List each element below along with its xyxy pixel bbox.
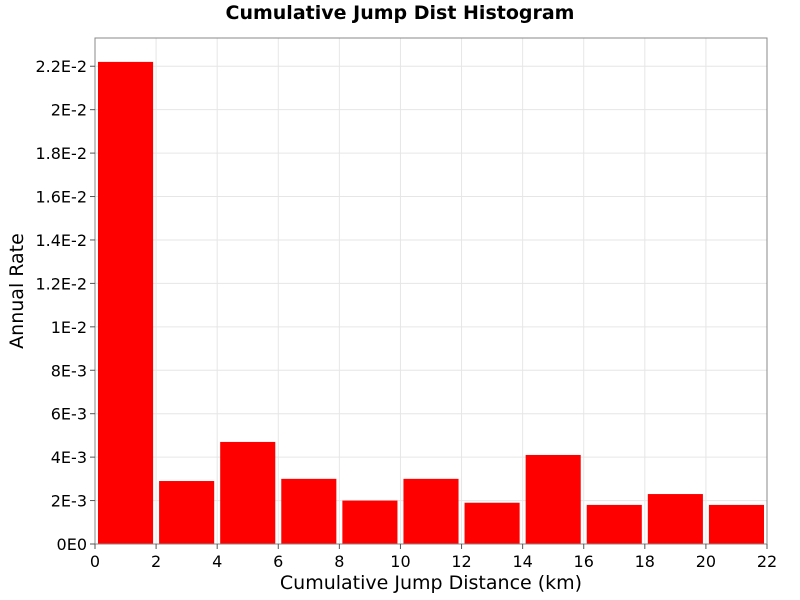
histogram-bar [98,61,154,544]
x-tick-label: 6 [273,552,283,571]
y-tick-label: 1.8E-2 [35,144,87,163]
x-tick-label: 2 [151,552,161,571]
y-tick-label: 1.2E-2 [35,274,87,293]
y-tick-label: 1.4E-2 [35,231,87,250]
plot-border [94,37,768,545]
y-tick-label: 1.6E-2 [35,188,87,207]
x-tick-label: 22 [757,552,777,571]
histogram-bar [342,500,398,544]
x-tick-label: 18 [635,552,655,571]
y-tick-label: 8E-3 [51,361,87,380]
histogram-bar [403,478,459,544]
histogram-bar [464,502,520,544]
histogram-bar [708,504,764,544]
plot-background [95,38,767,544]
x-tick-label: 0 [90,552,100,571]
x-axis-label: Cumulative Jump Distance (km) [279,572,583,594]
x-tick-label: 10 [390,552,410,571]
y-tick-label: 4E-3 [51,448,87,467]
y-tick-label: 2E-3 [51,492,87,511]
chart-title: Cumulative Jump Dist Histogram [225,2,575,24]
histogram-bar [159,481,215,544]
x-tick-label: 12 [451,552,471,571]
x-tick-label: 20 [696,552,716,571]
histogram-bar [220,441,276,544]
histogram-bar [586,504,642,544]
x-tick-label: 14 [512,552,532,571]
x-tick-label: 8 [334,552,344,571]
x-tick-label: 16 [574,552,594,571]
x-tick-label: 4 [212,552,222,571]
y-tick-label: 2E-2 [51,101,87,120]
histogram-bar [281,478,337,544]
y-tick-label: 2.2E-2 [35,57,87,76]
y-tick-label: 0E0 [57,535,87,554]
histogram-bar [525,454,581,544]
y-tick-label: 1E-2 [51,318,87,337]
y-tick-label: 6E-3 [51,405,87,424]
histogram-bar [647,494,703,544]
